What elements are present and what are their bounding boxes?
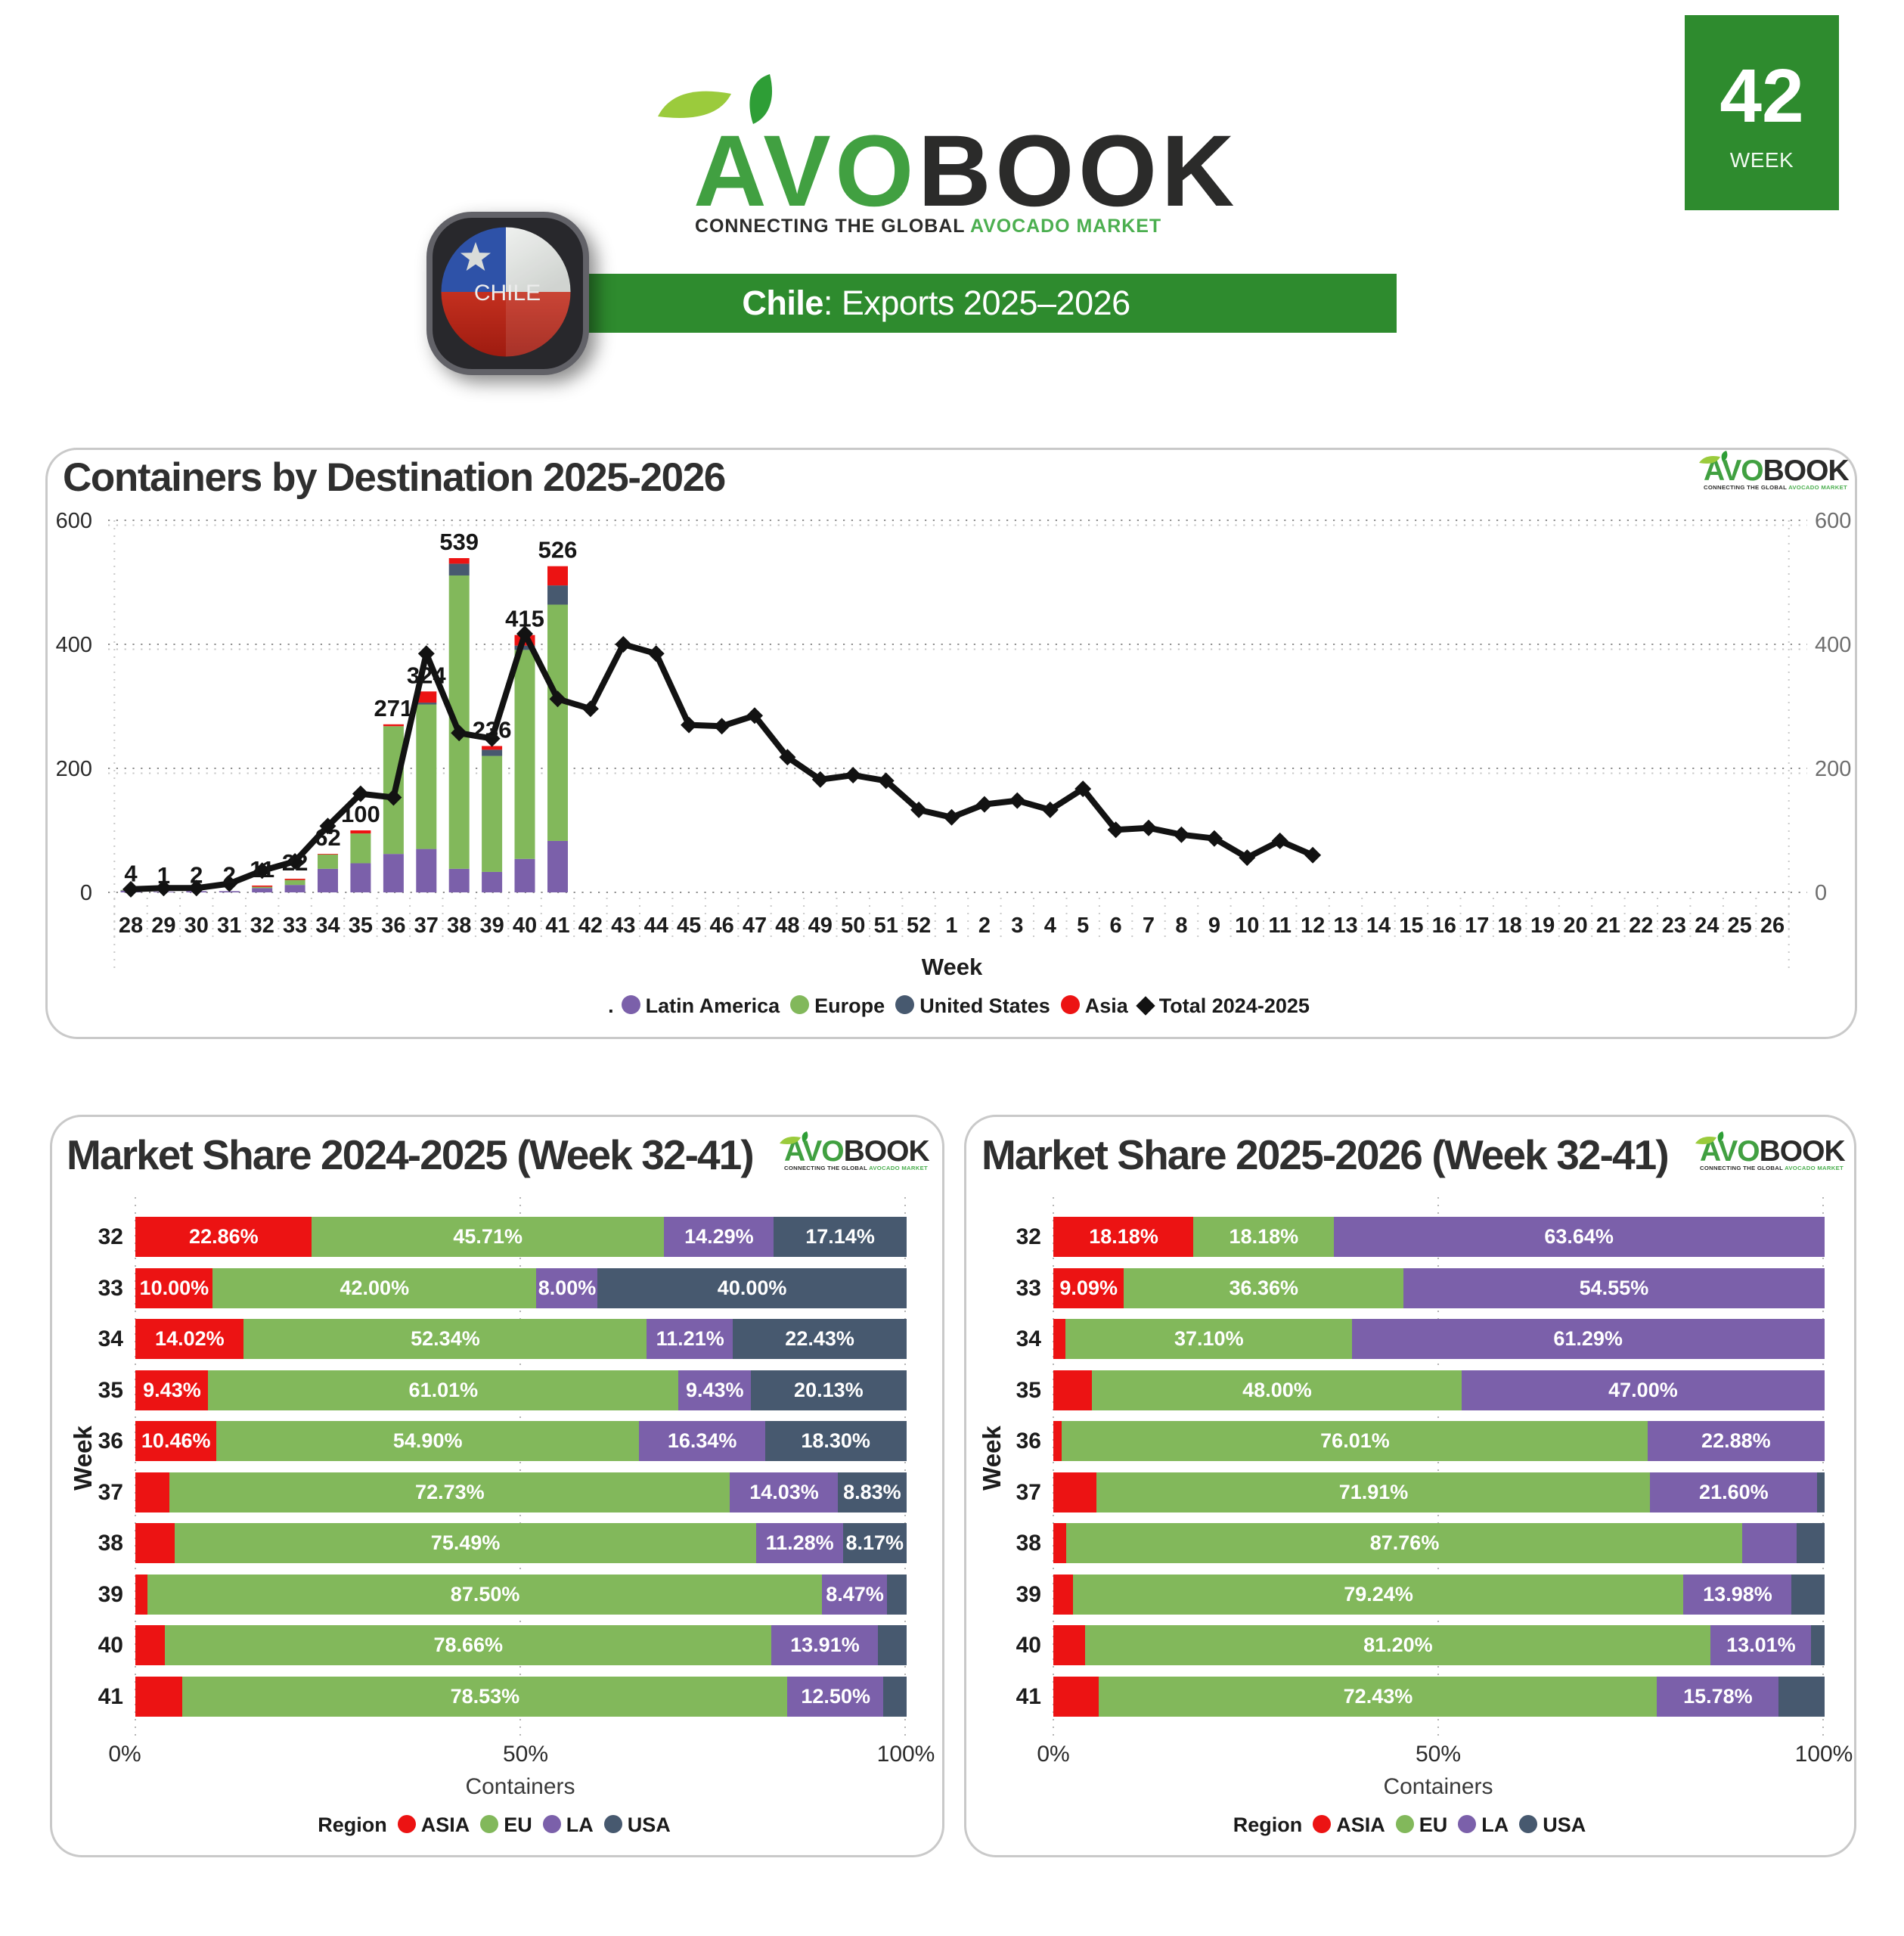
svg-text:51: 51: [874, 914, 898, 938]
svg-text:1: 1: [945, 914, 957, 938]
svg-text:41: 41: [545, 914, 569, 938]
svg-text:3: 3: [1011, 914, 1023, 938]
svg-text:4: 4: [124, 861, 138, 887]
svg-text:22: 22: [1629, 914, 1653, 938]
svg-text:36: 36: [381, 914, 405, 938]
svg-text:600: 600: [56, 509, 92, 533]
svg-text:15: 15: [1399, 914, 1423, 938]
svg-text:CHILE: CHILE: [474, 281, 541, 306]
svg-text:34: 34: [315, 914, 340, 938]
svg-text:7: 7: [1143, 914, 1155, 938]
svg-text:0: 0: [80, 881, 92, 905]
svg-text:43: 43: [611, 914, 635, 938]
svg-text:24: 24: [1695, 914, 1719, 938]
svg-text:10: 10: [1235, 914, 1259, 938]
svg-text:5: 5: [1077, 914, 1089, 938]
svg-text:271: 271: [374, 695, 414, 721]
svg-text:49: 49: [808, 914, 833, 938]
svg-text:14: 14: [1366, 914, 1391, 938]
svg-text:0: 0: [1815, 881, 1827, 905]
svg-text:12: 12: [1301, 914, 1325, 938]
svg-text:29: 29: [151, 914, 175, 938]
svg-text:22: 22: [282, 849, 308, 876]
svg-text:11: 11: [250, 856, 274, 883]
svg-text:18: 18: [1497, 914, 1521, 938]
svg-text:526: 526: [538, 537, 578, 563]
svg-text:31: 31: [217, 914, 241, 938]
svg-text:400: 400: [1815, 633, 1851, 657]
svg-text:37: 37: [414, 914, 439, 938]
svg-text:21: 21: [1596, 914, 1620, 938]
svg-text:324: 324: [407, 662, 446, 688]
svg-text:2: 2: [223, 861, 236, 888]
svg-text:52: 52: [907, 914, 931, 938]
svg-text:33: 33: [283, 914, 307, 938]
svg-text:100: 100: [341, 801, 380, 827]
svg-text:39: 39: [479, 914, 504, 938]
svg-text:1: 1: [157, 862, 170, 889]
svg-text:50: 50: [841, 914, 865, 938]
svg-text:13: 13: [1333, 914, 1357, 938]
svg-text:35: 35: [349, 914, 373, 938]
svg-text:Week: Week: [922, 954, 983, 980]
svg-text:44: 44: [644, 914, 668, 938]
svg-text:32: 32: [250, 914, 274, 938]
svg-text:30: 30: [185, 914, 209, 938]
svg-text:45: 45: [677, 914, 701, 938]
svg-text:38: 38: [447, 914, 471, 938]
svg-text:2: 2: [190, 861, 203, 888]
svg-text:600: 600: [1815, 509, 1851, 533]
svg-text:23: 23: [1662, 914, 1686, 938]
svg-text:46: 46: [709, 914, 733, 938]
svg-text:19: 19: [1530, 914, 1555, 938]
svg-text:40: 40: [513, 914, 537, 938]
svg-text:42: 42: [578, 914, 603, 938]
svg-text:62: 62: [315, 824, 340, 851]
svg-text:200: 200: [56, 757, 92, 781]
svg-text:47: 47: [743, 914, 767, 938]
svg-text:28: 28: [119, 914, 143, 938]
svg-text:25: 25: [1727, 914, 1751, 938]
svg-text:236: 236: [473, 717, 512, 743]
svg-text:20: 20: [1563, 914, 1587, 938]
svg-text:11: 11: [1268, 914, 1292, 938]
svg-text:415: 415: [505, 606, 544, 632]
svg-text:26: 26: [1760, 914, 1785, 938]
svg-text:2: 2: [978, 914, 991, 938]
svg-text:539: 539: [439, 529, 479, 555]
svg-text:9: 9: [1208, 914, 1220, 938]
svg-text:400: 400: [56, 633, 92, 657]
svg-text:8: 8: [1175, 914, 1187, 938]
svg-text:200: 200: [1815, 757, 1851, 781]
svg-text:48: 48: [775, 914, 799, 938]
svg-text:16: 16: [1432, 914, 1456, 938]
svg-text:17: 17: [1465, 914, 1489, 938]
svg-text:4: 4: [1044, 914, 1056, 938]
svg-text:6: 6: [1110, 914, 1122, 938]
